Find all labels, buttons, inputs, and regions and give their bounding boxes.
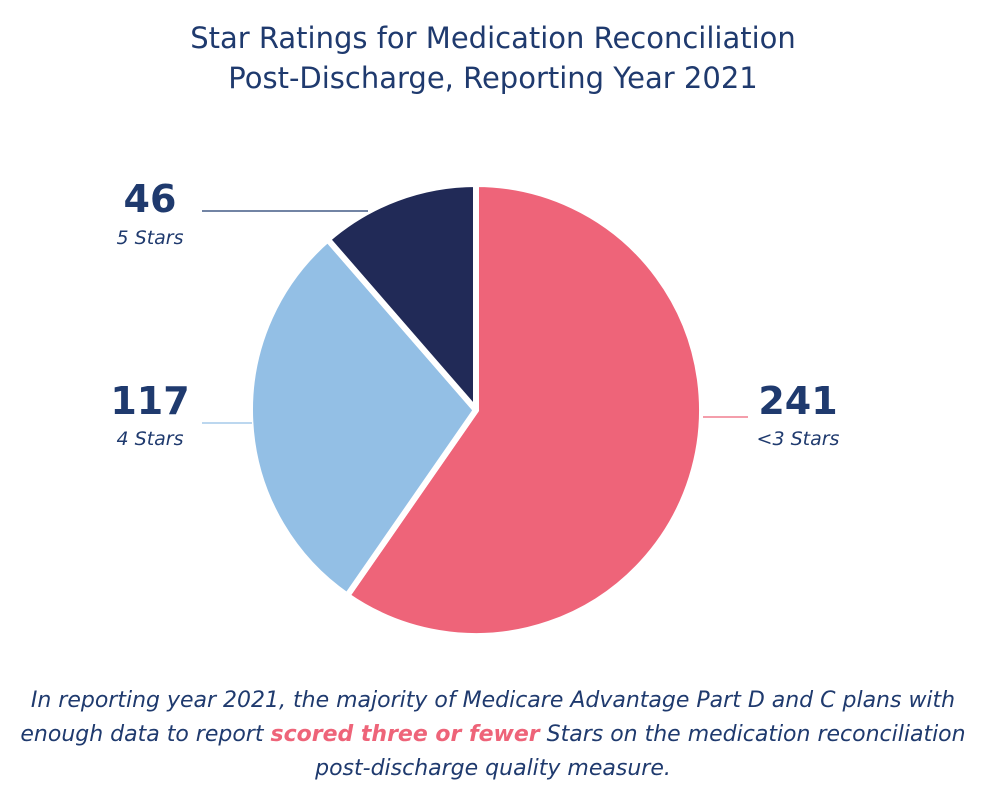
pie-slice-5-stars xyxy=(324,181,479,413)
leader-lines xyxy=(202,210,748,424)
caption-text-after: Stars on the medication reconciliation p… xyxy=(315,722,966,781)
slice-label-5-stars: 5 Stars xyxy=(117,227,184,249)
caption-text-before: In reporting year 2021, the majority of … xyxy=(20,688,956,747)
chart-title: Star Ratings for Medication Reconciliati… xyxy=(0,18,986,98)
chart-caption: In reporting year 2021, the majority of … xyxy=(20,684,966,786)
pie-slices xyxy=(247,181,705,639)
slice-label-3-stars: <3 Stars xyxy=(757,428,840,450)
chart-title-line-2: Post-Discharge, Reporting Year 2021 xyxy=(228,61,758,95)
slice-value-5-stars: 46 xyxy=(124,177,177,221)
slice-labels: 46 5 Stars 117 4 Stars 241 <3 Stars xyxy=(110,177,839,450)
chart-title-line-1: Star Ratings for Medication Reconciliati… xyxy=(190,21,796,55)
slice-value-4-stars: 117 xyxy=(110,379,189,423)
pie-slice-3-stars xyxy=(344,181,705,639)
slice-value-3-stars: 241 xyxy=(758,379,837,423)
caption-highlight: scored three or fewer xyxy=(270,722,540,747)
slice-label-4-stars: 4 Stars xyxy=(117,428,184,450)
pie-slice-4-stars xyxy=(247,236,479,599)
